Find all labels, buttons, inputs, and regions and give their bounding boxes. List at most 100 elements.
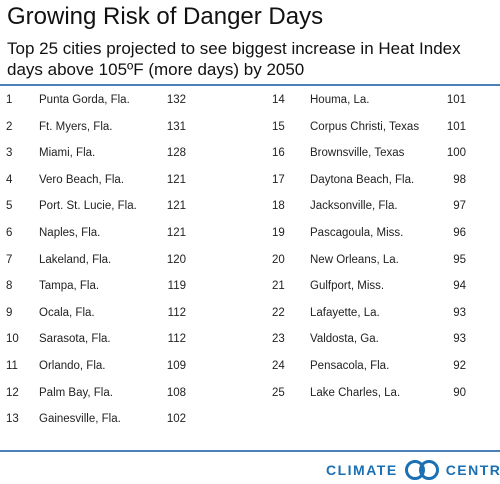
days-value-cell: 131 (166, 120, 186, 133)
days-value-cell: 101 (446, 120, 466, 133)
rank-cell: 25 (272, 386, 285, 399)
rank-cell: 24 (272, 360, 285, 372)
table-row: 9 Ocala, Fla. 112 (0, 303, 500, 323)
city-cell: Miami, Fla. (39, 147, 96, 160)
table-row: 11 Orlando, Fla. 109 (0, 356, 500, 376)
rank-cell: 18 (272, 200, 285, 213)
days-value-cell: 128 (166, 147, 186, 160)
table-row: 24 Pensacola, Fla. 92 (0, 356, 500, 376)
days-value-cell: 100 (446, 147, 466, 160)
city-cell: Lake Charles, La. (310, 386, 401, 399)
table-row: 17 Daytona Beach, Fla. 98 (0, 170, 500, 190)
table-row: 6 Naples, Fla. 121 (0, 223, 500, 243)
days-value-cell: 92 (453, 360, 466, 372)
table-row: 23 Valdosta, Ga. 93 (0, 329, 500, 349)
days-value-cell: 132 (166, 94, 186, 106)
days-value-cell: 95 (453, 253, 466, 266)
city-cell: Pensacola, Fla. (310, 360, 390, 372)
logo-rings-icon (404, 460, 439, 480)
days-value-cell: 121 (166, 173, 186, 186)
chart-title: Growing Risk of Danger Days (7, 3, 324, 30)
city-cell: Ft. Myers, Fla. (39, 120, 113, 133)
city-cell: New Orleans, La. (310, 253, 399, 266)
days-value-cell: 94 (453, 280, 466, 293)
days-value-cell: 102 (166, 413, 186, 426)
rank-cell: 23 (272, 333, 285, 346)
days-value-cell: 120 (166, 253, 186, 266)
rank-cell: 9 (6, 306, 13, 319)
days-value-cell: 109 (166, 360, 186, 372)
rank-cell: 17 (272, 173, 285, 186)
city-cell: Daytona Beach, Fla. (310, 173, 415, 186)
rank-cell: 12 (6, 386, 19, 399)
city-cell: Pascagoula, Miss. (310, 227, 404, 239)
top-divider (0, 84, 500, 86)
days-value-cell: 121 (166, 227, 186, 239)
rank-cell: 8 (6, 280, 13, 293)
table-row: 3 Miami, Fla. 128 (0, 143, 500, 163)
table-row: 13 Gainesville, Fla. 102 (0, 409, 500, 429)
rank-cell: 10 (6, 333, 19, 346)
table-row: 10 Sarasota, Fla. 112 (0, 329, 500, 349)
table-row: 21 Gulfport, Miss. 94 (0, 276, 500, 296)
table-row: 12 Palm Bay, Fla. 108 (0, 383, 500, 403)
days-value-cell: 98 (453, 173, 466, 186)
days-value-cell: 97 (453, 200, 466, 213)
city-cell: Punta Gorda, Fla. (39, 94, 130, 106)
city-cell: Sarasota, Fla. (39, 333, 111, 346)
rank-cell: 4 (6, 173, 13, 186)
city-cell: Corpus Christi, Texas (310, 120, 420, 133)
rank-cell: 7 (6, 253, 13, 266)
table-row: 15 Corpus Christi, Texas 101 (0, 117, 500, 137)
city-cell: Ocala, Fla. (39, 306, 95, 319)
days-value-cell: 93 (453, 333, 466, 346)
city-cell: Naples, Fla. (39, 227, 101, 239)
rank-cell: 2 (6, 120, 13, 133)
days-value-cell: 101 (446, 94, 466, 106)
city-cell: Valdosta, Ga. (310, 333, 379, 346)
logo-text-central: CENTRAL (445, 462, 500, 478)
rank-cell: 15 (272, 120, 285, 133)
days-value-cell: 96 (453, 227, 466, 239)
chart-subtitle: Top 25 cities projected to see biggest i… (7, 39, 461, 79)
rank-cell: 20 (272, 253, 285, 266)
ranking-table: 1 Punta Gorda, Fla. 132 2 Ft. Myers, Fla. 131… (0, 86, 500, 448)
days-value-cell: 121 (166, 200, 186, 213)
days-value-cell: 112 (167, 333, 186, 346)
table-row: 2 Ft. Myers, Fla. 131 (0, 117, 500, 137)
city-cell: Gainesville, Fla. (39, 413, 121, 426)
rank-cell: 6 (6, 227, 13, 239)
table-row: 20 New Orleans, La. 95 (0, 250, 500, 270)
rank-cell: 3 (6, 147, 13, 160)
rank-cell: 13 (6, 413, 19, 426)
days-value-cell: 112 (167, 306, 186, 319)
table-row: 8 Tampa, Fla. 119 (0, 276, 500, 296)
table-row: 7 Lakeland, Fla. 120 (0, 250, 500, 270)
climate-central-logo: CLIMATE CENTRAL (326, 458, 500, 482)
city-cell: Orlando, Fla. (39, 360, 106, 372)
rank-cell: 19 (272, 227, 285, 239)
logo-text-climate: CLIMATE (326, 462, 398, 478)
table-row: 1 Punta Gorda, Fla. 132 (0, 90, 500, 110)
city-cell: Houma, La. (310, 94, 370, 106)
city-cell: Palm Bay, Fla. (39, 386, 113, 399)
city-cell: Vero Beach, Fla. (39, 173, 125, 186)
rank-cell: 11 (6, 360, 18, 372)
city-cell: Jacksonville, Fla. (310, 200, 398, 213)
table-row: 22 Lafayette, La. 93 (0, 303, 500, 323)
rank-cell: 1 (6, 94, 13, 106)
bottom-divider (0, 450, 500, 452)
city-cell: Brownsville, Texas (310, 147, 405, 160)
city-cell: Gulfport, Miss. (310, 280, 385, 293)
city-cell: Lakeland, Fla. (39, 253, 112, 266)
table-row: 18 Jacksonville, Fla. 97 (0, 196, 500, 216)
table-row: 16 Brownsville, Texas 100 (0, 143, 500, 163)
table-row: 25 Lake Charles, La. 90 (0, 383, 500, 403)
city-cell: Lafayette, La. (310, 306, 380, 319)
rank-cell: 21 (272, 280, 285, 293)
city-cell: Port. St. Lucie, Fla. (39, 200, 137, 213)
rank-cell: 5 (6, 200, 13, 213)
table-row: 14 Houma, La. 101 (0, 90, 500, 110)
days-value-cell: 90 (453, 386, 466, 399)
days-value-cell: 93 (453, 306, 466, 319)
